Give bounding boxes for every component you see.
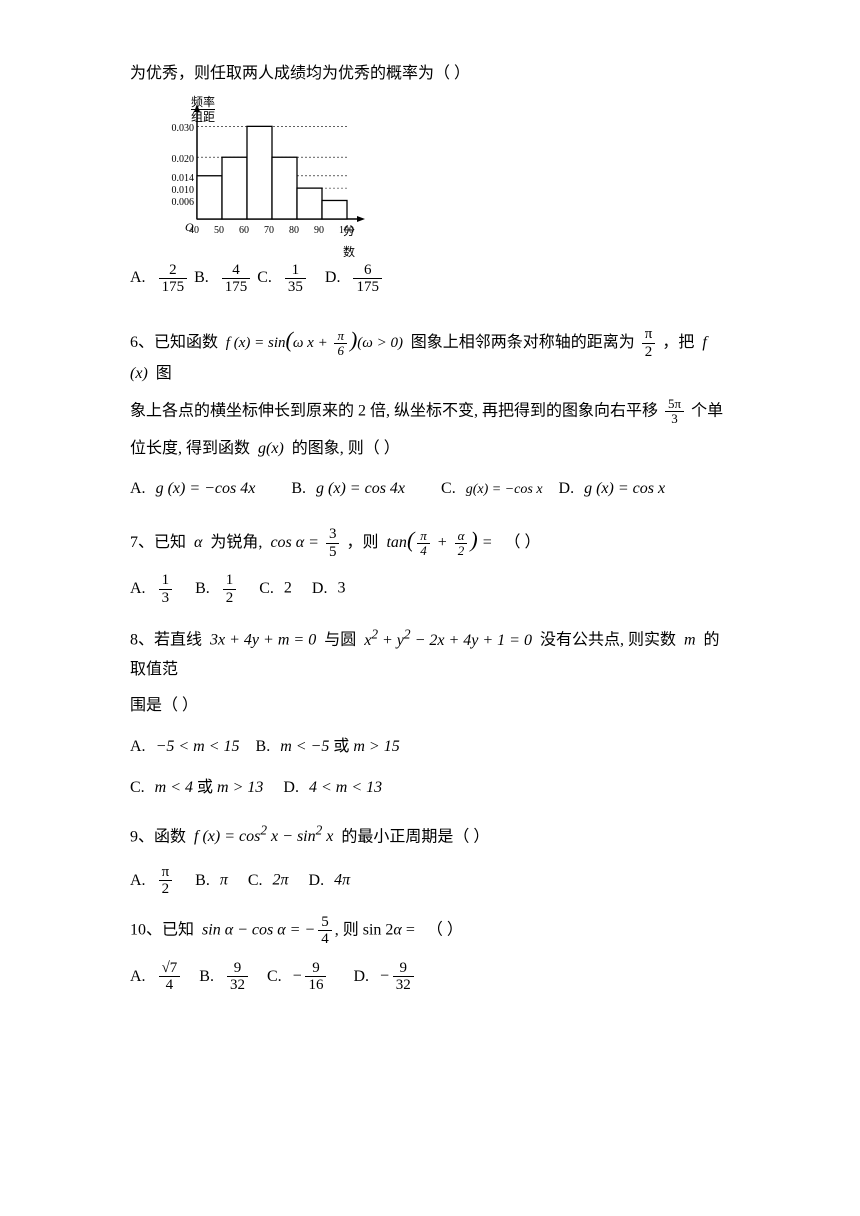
x-tick: 60	[239, 222, 249, 240]
chart-origin: O	[185, 217, 194, 239]
q10-line: 10、已知 sin α − cos α = −54, 则 sin 2α = （ …	[130, 914, 730, 948]
q8-line2: 围是（ ）	[130, 692, 730, 721]
q8-options-row1: A. −5 < m < 15 B. m < −5 或 m > 15	[130, 733, 730, 762]
q6-options: A. g (x) = −cos 4x B. g (x) = cos 4x C. …	[130, 475, 730, 504]
q7-options: A. 13 B. 12 C. 2 D. 3	[130, 572, 730, 606]
q7-line: 7、已知 α 为锐角, cos α = 35 ，则 tan(π4 + α2) =…	[130, 520, 730, 560]
q8-options-row2: C. m < 4 或 m > 13 D. 4 < m < 13	[130, 774, 730, 803]
y-axis-label: 频率 组距	[191, 95, 215, 125]
x-tick: 50	[214, 222, 224, 240]
q8-line1: 8、若直线 3x + 4y + m = 0 与圆 x2 + y2 − 2x + …	[130, 622, 730, 684]
histogram-chart: 频率 组距 0.0300.0200.0140.0100.006 40506070…	[155, 99, 365, 244]
q9-line: 9、函数 f (x) = cos2 x − sin2 x 的最小正周期是（ ）	[130, 819, 730, 852]
q5-continuation: 为优秀，则任取两人成绩均为优秀的概率为（ ）	[130, 60, 730, 89]
x-tick: 90	[314, 222, 324, 240]
q10-options: A. √74 B. 932 C. −916 D. −932	[130, 960, 730, 994]
x-tick: 80	[289, 222, 299, 240]
x-axis-label: 分数	[343, 221, 365, 264]
y-tick: 0.006	[172, 194, 195, 212]
y-tick: 0.020	[172, 151, 195, 169]
q6-line1: 6、已知函数 f (x) = sin(ω x + π6)(ω > 0) 图象上相…	[130, 320, 730, 389]
q6-line2: 象上各点的横坐标伸长到原来的 2 倍, 纵坐标不变, 再把得到的图象向右平移 5…	[130, 397, 730, 427]
y-tick: 0.030	[172, 120, 195, 138]
x-tick: 70	[264, 222, 274, 240]
q9-options: A. π2 B. π C. 2π D. 4π	[130, 864, 730, 898]
q5-options: A. 2175 B. 4175 C. 135 D. 6175	[130, 262, 730, 296]
q6-line3: 位长度, 得到函数 g(x) 的图象, 则（ ）	[130, 435, 730, 464]
